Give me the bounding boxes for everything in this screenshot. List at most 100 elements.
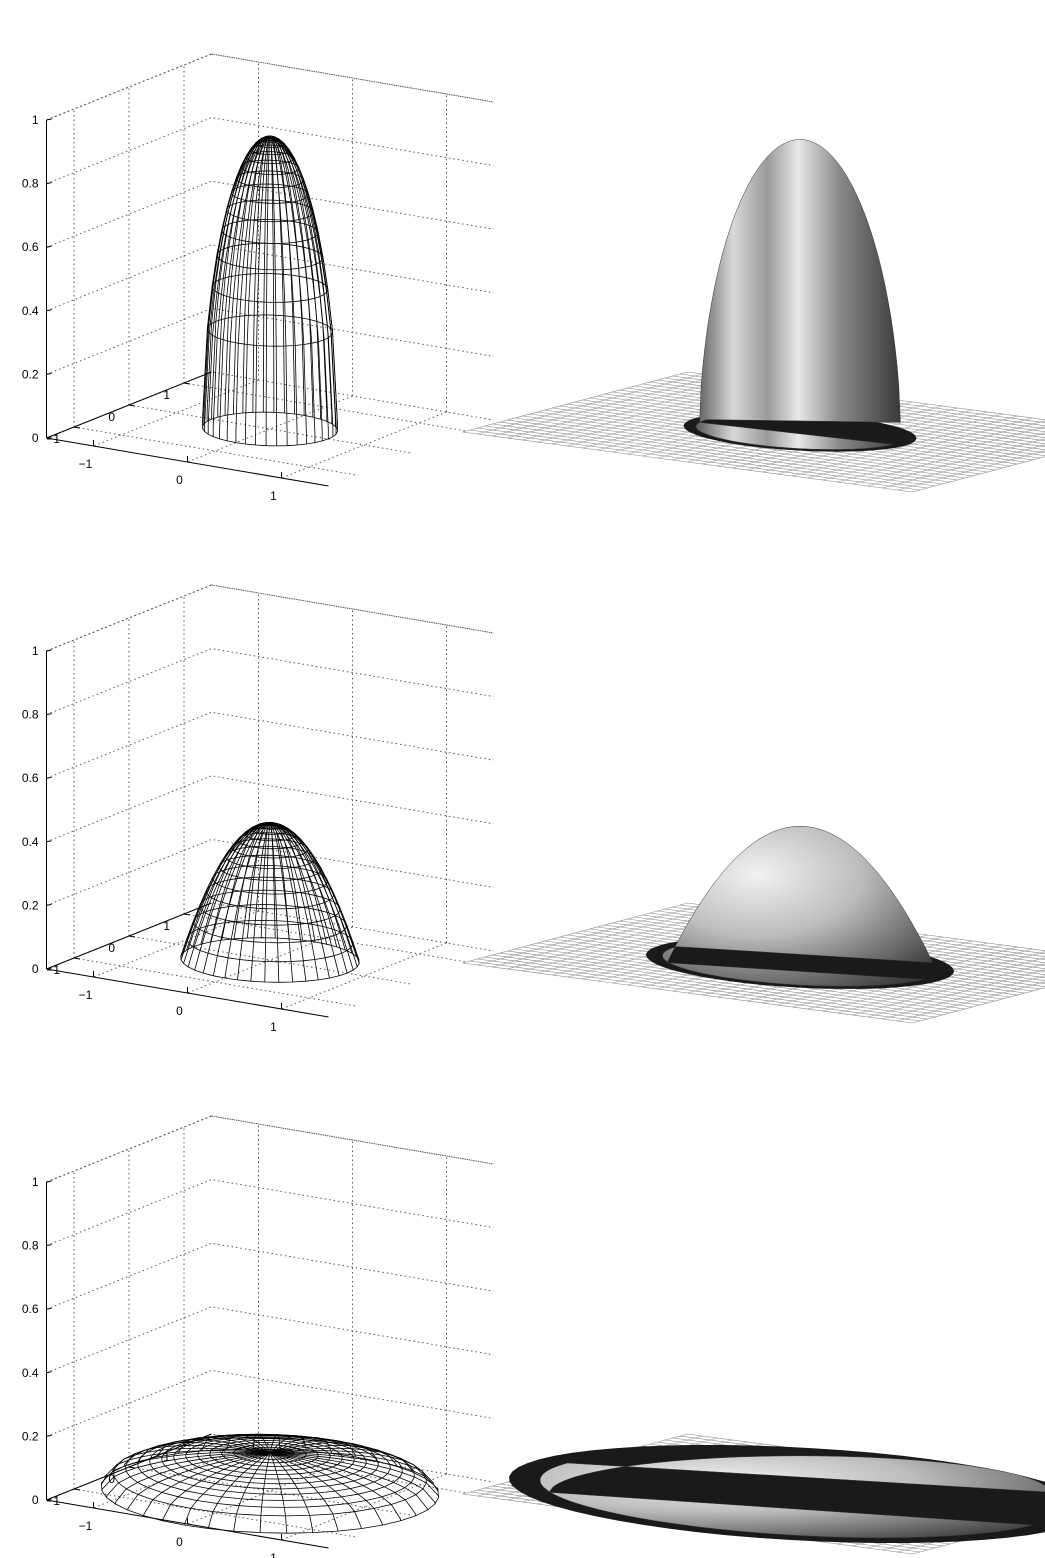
z-tick — [46, 1244, 52, 1247]
floor-mesh-line — [852, 963, 1045, 1016]
floor-mesh-line — [882, 975, 1045, 1020]
z-tick-label: 0.4 — [22, 835, 39, 849]
mesh-spoke — [269, 1435, 307, 1454]
z-gridline — [46, 902, 494, 970]
y-tick — [183, 913, 191, 916]
mesh-spoke — [221, 822, 271, 941]
floor-mesh-line — [499, 421, 951, 483]
z-tick-label: 0.8 — [22, 1239, 39, 1253]
shaded-surface — [662, 826, 934, 987]
floor-gridline — [93, 910, 259, 978]
y-tick-label: −1 — [46, 432, 60, 446]
mesh-spoke — [184, 1452, 271, 1526]
y-tick-label: −1 — [46, 963, 60, 977]
z-gridline — [46, 711, 494, 779]
panel-middle-left: 0 0.2 0.4 0.6 0.8 1 1 0 −1 −1 0 1 — [22, 584, 494, 1034]
mesh-spoke — [104, 1450, 271, 1478]
mesh-spoke — [115, 1452, 271, 1504]
mesh-spoke — [269, 822, 319, 980]
z-tick-label: 1 — [32, 1175, 39, 1189]
mesh-spoke — [250, 823, 271, 982]
z-tick-label: 0.2 — [22, 1429, 39, 1443]
z-tick — [46, 776, 52, 779]
y-tick-label: −1 — [46, 1494, 60, 1508]
mesh-spoke — [269, 1451, 434, 1485]
mesh-spoke — [269, 135, 285, 413]
shaded-surface — [539, 1455, 1045, 1539]
mesh-spoke — [233, 821, 271, 939]
floor-gridline — [281, 942, 447, 1010]
mesh-spoke — [252, 135, 271, 413]
z-tick — [46, 840, 52, 843]
mesh-spoke — [237, 823, 271, 980]
z-gridline — [46, 180, 494, 248]
z-tick — [46, 118, 52, 121]
mesh-ring — [206, 314, 334, 347]
x-tick-label: −1 — [79, 457, 93, 471]
mesh-spoke — [202, 822, 271, 974]
y-tick-label: 0 — [108, 410, 115, 424]
mesh-spoke — [269, 1452, 288, 1534]
mesh-spoke — [269, 1439, 356, 1457]
mesh-spoke — [269, 822, 358, 967]
mesh-spoke — [211, 136, 271, 420]
floor-mesh-line — [867, 969, 1045, 1018]
z-tick-label: 0.8 — [22, 708, 39, 722]
mesh-spoke — [210, 822, 271, 942]
box-edge — [46, 584, 212, 652]
z-tick — [46, 1307, 52, 1310]
z-tick-label: 0.4 — [22, 304, 39, 318]
mesh-base-rim — [180, 937, 360, 983]
y-tick — [128, 1466, 136, 1469]
z-tick — [46, 245, 52, 248]
z-gridline — [46, 371, 494, 439]
floor-mesh-line — [897, 981, 1045, 1022]
mesh-spoke — [187, 822, 271, 967]
x-tick-label: 0 — [176, 1535, 183, 1549]
z-tick-label: 0 — [32, 431, 39, 445]
mesh-spoke — [224, 135, 271, 416]
mesh-spoke — [269, 1452, 417, 1516]
mesh-spoke — [269, 1445, 397, 1467]
x-tick-label: −1 — [79, 1519, 93, 1533]
floor-mesh-line — [912, 456, 1045, 493]
z-tick-label: 0.6 — [22, 1302, 39, 1316]
mesh-spoke — [269, 1452, 439, 1498]
mesh-spoke — [269, 136, 328, 422]
mesh-spoke — [269, 822, 353, 954]
z-tick-label: 1 — [32, 113, 39, 127]
mesh-spoke — [269, 1452, 428, 1511]
z-tick-label: 0.2 — [22, 367, 39, 381]
x-tick-label: 1 — [270, 489, 277, 503]
mesh-spoke — [269, 1434, 281, 1453]
mesh-spoke — [138, 1442, 271, 1462]
mesh-spoke — [269, 135, 296, 414]
y-tick — [73, 957, 81, 960]
mesh-spoke — [143, 1452, 271, 1516]
panel-top-left: 0 0.2 0.4 0.6 0.8 1 1 0 −1 −1 0 1 — [22, 53, 494, 503]
floor-mesh-line — [867, 438, 1045, 487]
x-tick-label: 1 — [270, 1551, 277, 1558]
floor-mesh-line — [492, 423, 943, 485]
mesh-spoke — [162, 1452, 271, 1521]
z-gridline — [46, 117, 494, 185]
z-tick-label: 0.4 — [22, 1366, 39, 1380]
floor-gridline — [183, 382, 467, 432]
z-tick-label: 1 — [32, 644, 39, 658]
mesh-spoke — [212, 822, 271, 976]
floor-gridline — [128, 935, 412, 985]
mesh-spoke — [269, 136, 338, 432]
mesh-spoke — [208, 1452, 271, 1529]
mesh-spoke — [233, 135, 271, 414]
z-gridline — [46, 838, 494, 906]
mesh-spoke — [269, 1452, 402, 1521]
mesh-spoke — [262, 135, 271, 413]
mesh-base-rim — [202, 411, 338, 447]
mesh-spoke — [106, 1452, 271, 1498]
y-tick — [73, 1488, 81, 1491]
z-tick-label: 0 — [32, 962, 39, 976]
mesh-ring — [186, 919, 354, 963]
mesh-spoke — [269, 1436, 332, 1454]
mesh-spoke — [269, 136, 333, 424]
